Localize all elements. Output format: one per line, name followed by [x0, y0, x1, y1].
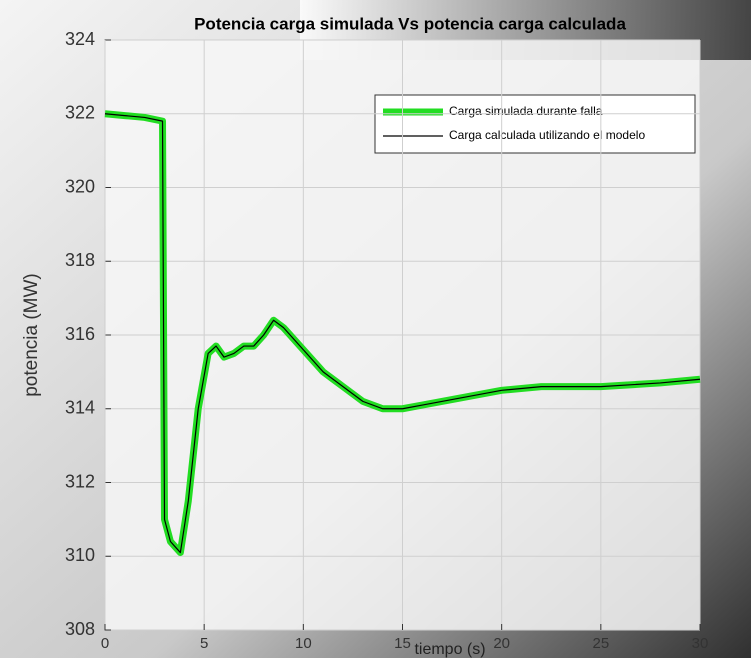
x-tick-label: 5 — [200, 635, 208, 652]
legend: Carga simulada durante falla Carga calcul… — [374, 94, 696, 154]
y-tick-label: 310 — [65, 545, 95, 565]
x-tick-label: 20 — [493, 635, 510, 652]
x-tick-label: 30 — [692, 635, 709, 652]
y-tick-label: 318 — [65, 250, 95, 270]
y-tick-label: 312 — [65, 471, 95, 491]
y-axis-label: potencia (MW) — [21, 273, 42, 397]
y-tick-label: 316 — [65, 324, 95, 344]
x-tick-label: 0 — [101, 635, 109, 652]
chart-title: Potencia carga simulada Vs potencia carg… — [194, 14, 626, 33]
x-axis-label: tiempo (s) — [414, 641, 485, 658]
y-tick-label: 322 — [65, 103, 95, 123]
series-line — [104, 113, 701, 554]
legend-label: Carga simulada durante falla — [449, 104, 603, 118]
legend-box — [374, 94, 696, 154]
x-tick-label: 15 — [394, 635, 411, 652]
y-tick-label: 324 — [65, 29, 95, 49]
legend-label: Carga calculada utilizando el modelo — [449, 128, 645, 142]
x-tick-label: 25 — [592, 635, 609, 652]
y-tick-label: 308 — [65, 619, 95, 639]
y-tick-label: 314 — [65, 398, 95, 418]
x-tick-label: 10 — [295, 635, 312, 652]
y-tick-label: 320 — [65, 176, 95, 196]
